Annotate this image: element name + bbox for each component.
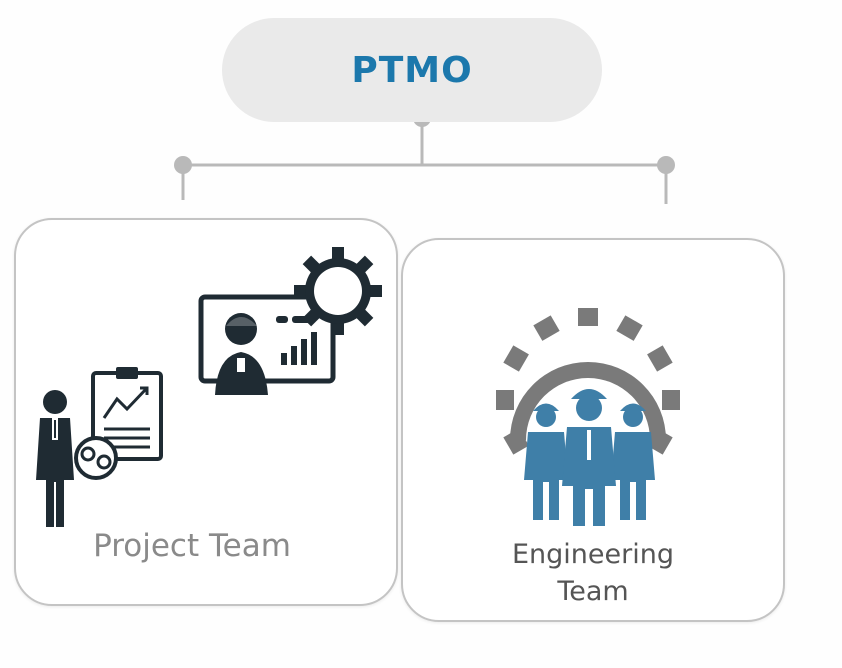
presentation-board-icon bbox=[198, 294, 336, 395]
engineering-gear-icon bbox=[496, 308, 680, 455]
engineering-team-label: Engineering Team bbox=[403, 536, 783, 610]
connector-node-right bbox=[657, 156, 675, 174]
clipboard-icon bbox=[91, 367, 163, 461]
engineering-team-label-line2: Team bbox=[557, 576, 629, 607]
businessman-icon bbox=[36, 390, 74, 527]
engineers-icon bbox=[524, 389, 655, 526]
engineering-team-label-line1: Engineering bbox=[512, 539, 674, 570]
connector-node-left bbox=[174, 156, 192, 174]
root-node: PTMO bbox=[222, 18, 602, 122]
project-team-label: Project Team bbox=[93, 528, 291, 564]
root-node-label: PTMO bbox=[351, 49, 473, 91]
gear-icon bbox=[294, 247, 382, 335]
small-gears-icon bbox=[74, 436, 118, 480]
